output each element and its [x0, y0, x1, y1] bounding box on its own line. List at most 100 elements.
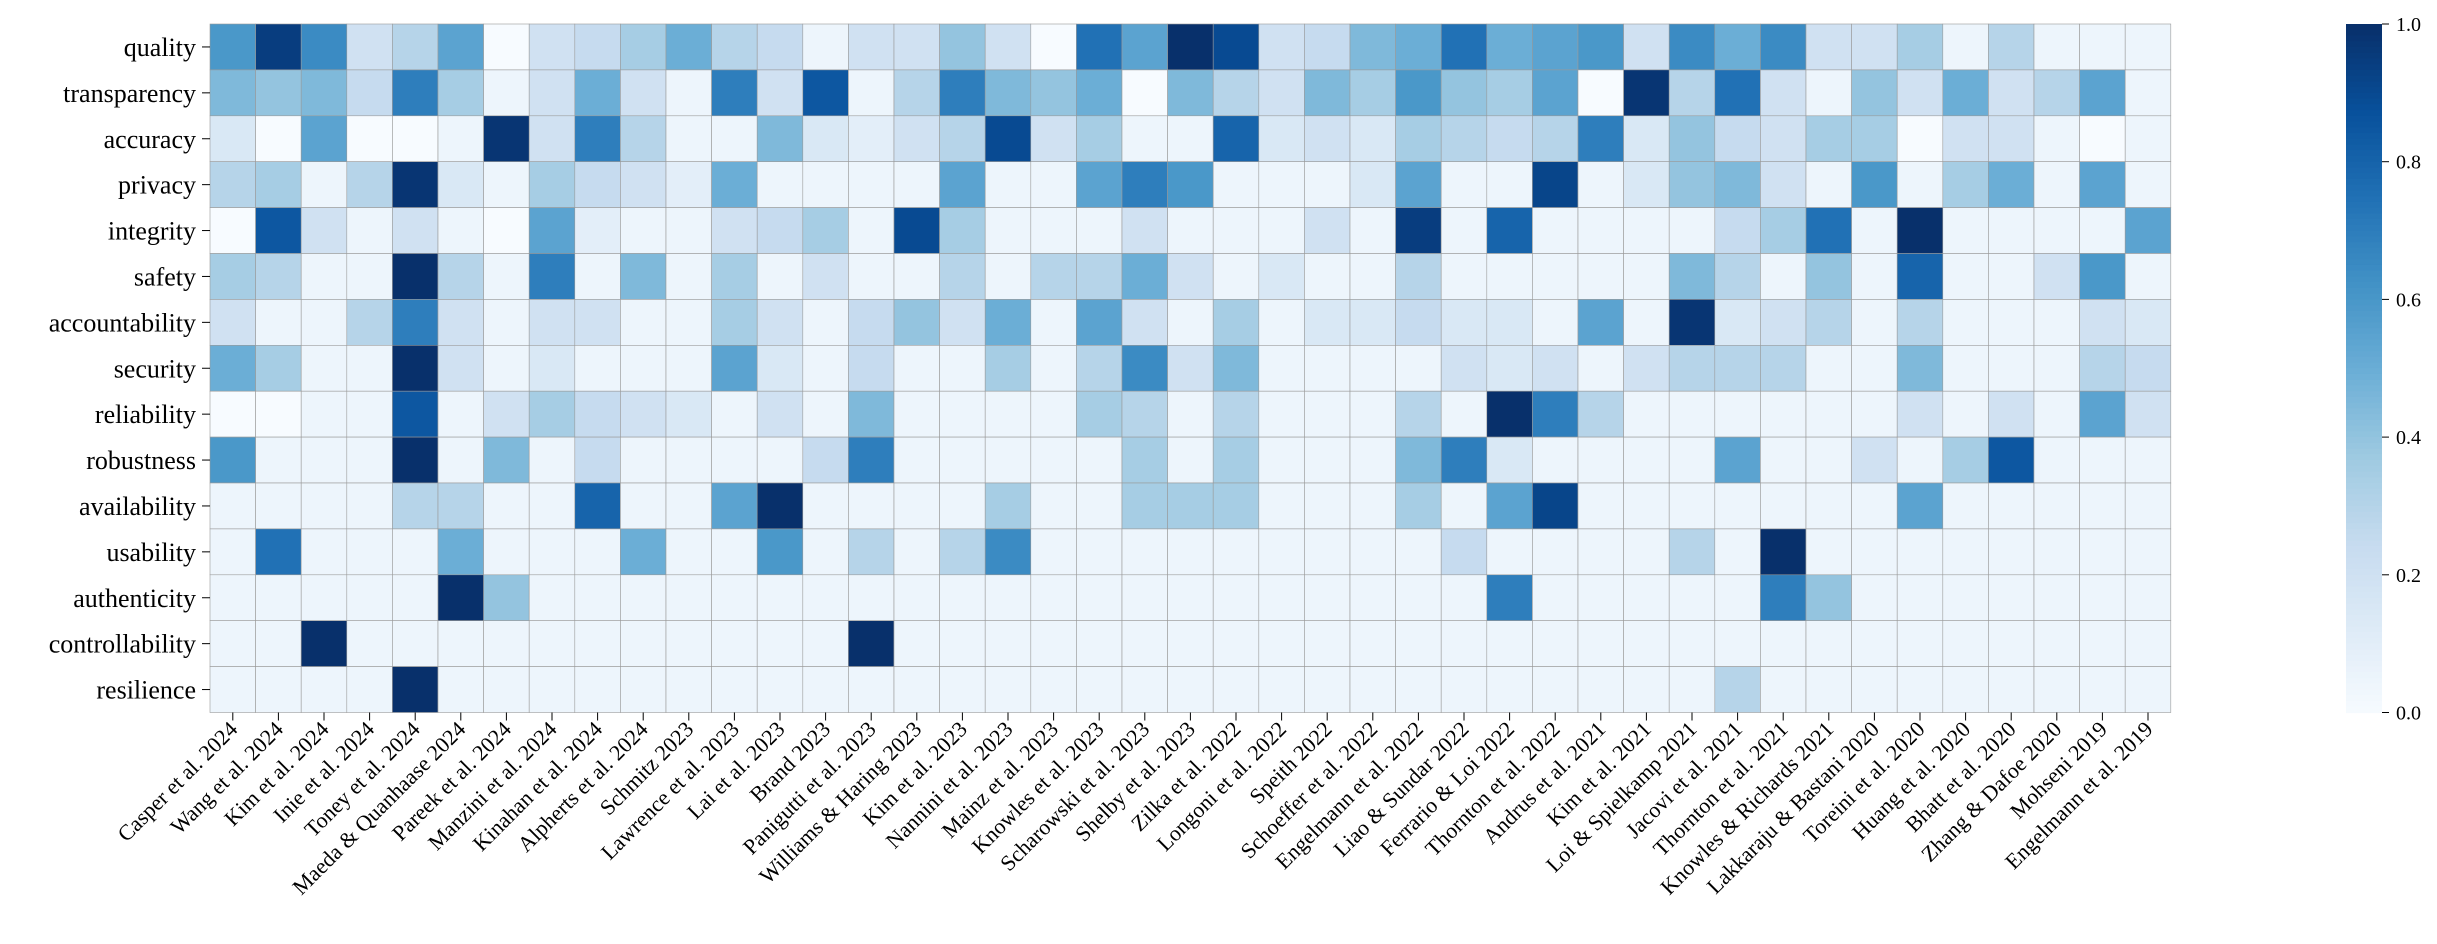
- heatmap-cell: [848, 436, 895, 484]
- colorbar-segment: [2346, 563, 2382, 570]
- heatmap-cell: [1440, 161, 1488, 208]
- heatmap-cell: [1668, 574, 1716, 621]
- heatmap-cell: [893, 161, 940, 208]
- colorbar-segment: [2346, 649, 2382, 656]
- heatmap-cell: [1395, 436, 1442, 484]
- heatmap-cell: [1212, 390, 1260, 438]
- heatmap-cell: [620, 574, 667, 621]
- heatmap-cell: [2033, 253, 2080, 300]
- heatmap-cell: [620, 253, 667, 300]
- colorbar-segment: [2346, 396, 2382, 404]
- heatmap-cell: [1440, 344, 1488, 392]
- heatmap-cell: [1258, 574, 1305, 621]
- colorbar-segment: [2346, 201, 2382, 209]
- heatmap-cell: [1212, 299, 1260, 346]
- colorbar-segment: [2346, 678, 2382, 685]
- heatmap-cell: [939, 390, 986, 438]
- heatmap-cell: [209, 299, 256, 346]
- heatmap-cell: [483, 528, 530, 576]
- colorbar-tick-label: 0.0: [2396, 703, 2421, 725]
- heatmap-cell: [2033, 574, 2080, 621]
- heatmap-cell: [2124, 161, 2172, 208]
- heatmap-cell: [1395, 69, 1442, 117]
- heatmap-cell: [711, 69, 758, 117]
- heatmap-cell: [483, 666, 530, 713]
- colorbar-segment: [2346, 414, 2382, 421]
- heatmap-cell: [984, 207, 1032, 254]
- heatmap-cell: [848, 253, 895, 300]
- heatmap-cell: [209, 207, 256, 254]
- colorbar-segment: [2346, 253, 2382, 260]
- heatmap-cell: [437, 23, 484, 71]
- colorbar-segment: [2346, 488, 2382, 496]
- heatmap-cell: [528, 482, 576, 530]
- heatmap-cell: [1988, 482, 2035, 530]
- heatmap-cell: [1440, 436, 1488, 484]
- heatmap-cell: [1942, 161, 1989, 208]
- heatmap-cell: [1395, 207, 1442, 254]
- heatmap-cell: [1121, 666, 1168, 713]
- heatmap-cell: [1395, 666, 1442, 713]
- heatmap-cell: [2124, 299, 2172, 346]
- heatmap-cell: [1076, 23, 1123, 71]
- heatmap-cell: [1760, 666, 1807, 713]
- heatmap-cell: [1668, 23, 1716, 71]
- colorbar-segment: [2346, 133, 2382, 140]
- heatmap-cell: [1076, 390, 1123, 438]
- heatmap-cell: [300, 390, 348, 438]
- heatmap-cell: [483, 69, 530, 117]
- heatmap-cell: [1623, 574, 1670, 621]
- heatmap-cell: [893, 528, 940, 576]
- colorbar-segment: [2346, 442, 2382, 450]
- heatmap-cell: [2124, 207, 2172, 254]
- colorbar-segment: [2346, 448, 2382, 455]
- heatmap-cell: [1304, 482, 1351, 530]
- heatmap-cell: [300, 23, 348, 71]
- heatmap-cell: [1805, 436, 1852, 484]
- heatmap-cell: [209, 115, 256, 163]
- heatmap-cell: [1258, 482, 1305, 530]
- heatmap-cell: [1714, 161, 1761, 208]
- heatmap-cell: [848, 115, 895, 163]
- heatmap-cell: [1258, 253, 1305, 300]
- heatmap-cell: [346, 482, 393, 530]
- heatmap-cell: [392, 69, 439, 117]
- heatmap-cell: [1030, 620, 1077, 667]
- heatmap-cell: [665, 299, 712, 346]
- heatmap-cell: [893, 23, 940, 71]
- heatmap-cell: [1440, 207, 1488, 254]
- heatmap-cell: [1896, 69, 1944, 117]
- heatmap-cell: [939, 23, 986, 71]
- colorbar-segment: [2346, 219, 2382, 226]
- heatmap-cell: [802, 666, 849, 713]
- heatmap-cell: [984, 574, 1032, 621]
- heatmap-cell: [711, 620, 758, 667]
- heatmap-cell: [437, 161, 484, 208]
- heatmap-cell: [984, 436, 1032, 484]
- heatmap-cell: [300, 115, 348, 163]
- heatmap-cell: [1942, 390, 1989, 438]
- heatmap-cell: [528, 620, 576, 667]
- heatmap-cell: [1805, 23, 1852, 71]
- heatmap-cell: [1714, 436, 1761, 484]
- heatmap-cell: [939, 299, 986, 346]
- heatmap-cell: [1121, 390, 1168, 438]
- heatmap-cell: [1304, 23, 1351, 71]
- heatmap-cell: [346, 574, 393, 621]
- heatmap-cell: [1532, 436, 1579, 484]
- heatmap-cell: [1030, 299, 1077, 346]
- row-label: availability: [79, 492, 196, 521]
- colorbar-segment: [2346, 110, 2382, 117]
- heatmap-cell: [1623, 23, 1670, 71]
- heatmap-cell: [711, 390, 758, 438]
- heatmap-cell: [665, 390, 712, 438]
- colorbar-segment: [2346, 287, 2382, 295]
- colorbar-segment: [2346, 391, 2382, 398]
- heatmap-cell: [255, 253, 302, 300]
- heatmap-cell: [1212, 207, 1260, 254]
- heatmap-cell: [1577, 253, 1624, 300]
- heatmap-cell: [1167, 620, 1214, 667]
- heatmap-cell: [1714, 482, 1761, 530]
- colorbar-segment: [2346, 351, 2382, 358]
- heatmap-cell: [392, 115, 439, 163]
